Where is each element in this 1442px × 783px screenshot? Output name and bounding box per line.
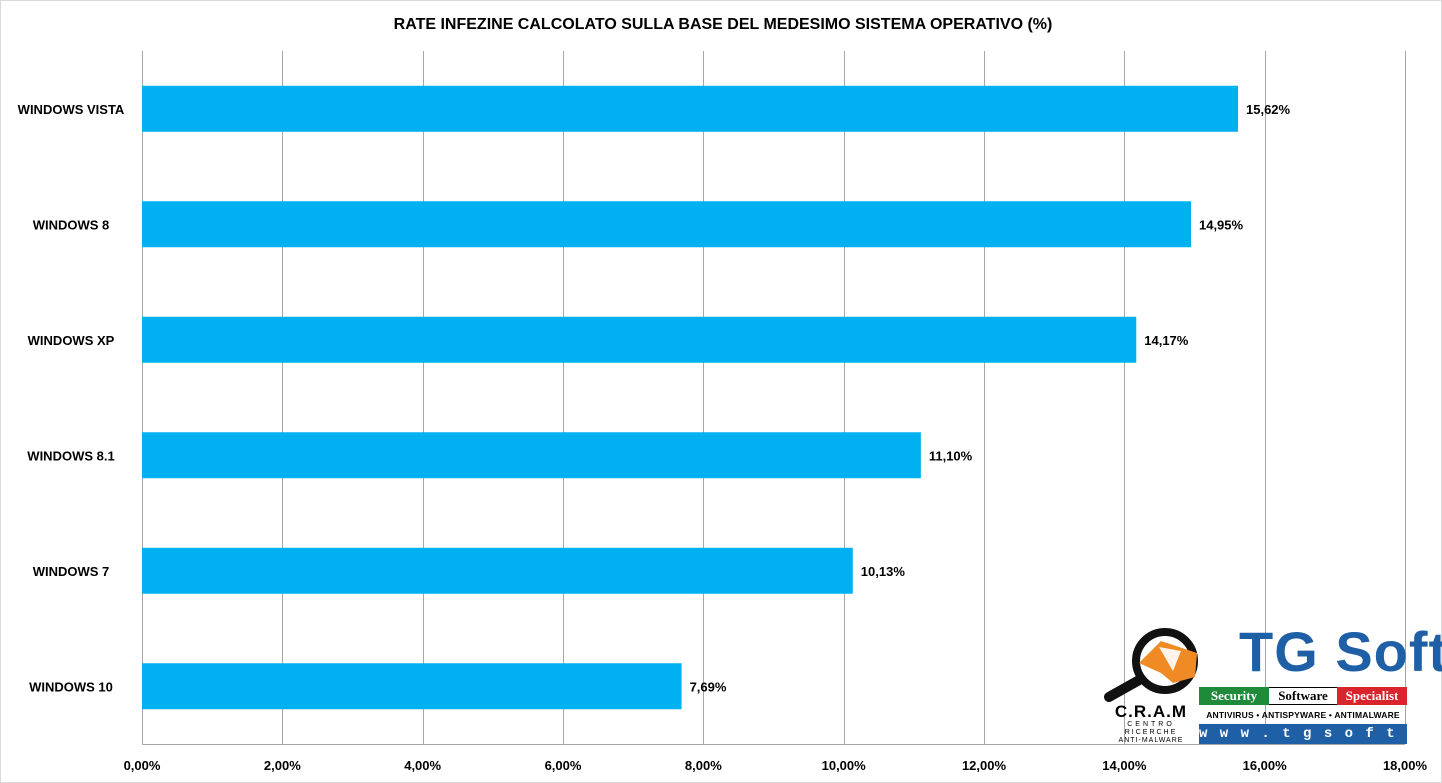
x-tick-label: 12,00%: [962, 758, 1007, 773]
website-url: w w w . t g s o f t . i t: [1199, 724, 1442, 744]
bar: [142, 663, 682, 710]
product-list: ANTIVIRUS • ANTISPYWARE • ANTIMALWARE: [1206, 710, 1400, 720]
tg-soft-logo: C.R.A.M CENTRO RICERCHE ANTI-MALWARE TG …: [1101, 621, 1442, 745]
bar: [142, 201, 1191, 248]
x-tick-label: 2,00%: [264, 758, 301, 773]
data-label: 14,17%: [1144, 333, 1189, 348]
gridlines: [142, 51, 1406, 745]
x-tick-label: 18,00%: [1383, 758, 1428, 773]
bar: [142, 316, 1137, 363]
category-label: WINDOWS 7: [33, 564, 110, 579]
magnifier-icon: [1104, 628, 1198, 702]
x-tick-label: 0,00%: [124, 758, 161, 773]
x-tick-label: 14,00%: [1102, 758, 1147, 773]
cram-label: C.R.A.M: [1115, 702, 1187, 721]
bar: [142, 547, 853, 594]
category-label: WINDOWS 8.1: [27, 448, 114, 463]
x-tick-label: 6,00%: [545, 758, 582, 773]
bars: [142, 85, 1239, 710]
cram-logo: C.R.A.M CENTRO RICERCHE ANTI-MALWARE: [1104, 628, 1198, 744]
x-tick-label: 10,00%: [822, 758, 867, 773]
category-label: WINDOWS 10: [29, 679, 113, 694]
cram-sub-3: ANTI-MALWARE: [1119, 737, 1184, 744]
data-label: 10,13%: [861, 564, 906, 579]
tagline-security: Security: [1199, 687, 1269, 705]
category-label: WINDOWS XP: [28, 333, 115, 348]
chart-title: RATE INFEZINE CALCOLATO SULLA BASE DEL M…: [394, 16, 1053, 33]
brand-name: TG Soft: [1239, 620, 1442, 683]
tg-soft-brand-block: TG Soft Security Software Specialist ANT…: [1199, 621, 1442, 745]
x-tick-label: 8,00%: [685, 758, 722, 773]
data-label: 7,69%: [690, 679, 727, 694]
tagline: Security Software Specialist: [1199, 687, 1407, 705]
category-label: WINDOWS VISTA: [18, 102, 125, 117]
bar: [142, 432, 921, 479]
category-label: WINDOWS 8: [33, 217, 110, 232]
data-labels: 15,62% 14,95% 14,17% 11,10% 10,13% 7,69%: [690, 102, 1291, 695]
data-label: 14,95%: [1199, 217, 1244, 232]
x-tick-label: 4,00%: [404, 758, 441, 773]
x-tick-label: 16,00%: [1243, 758, 1288, 773]
cram-sub-2: RICERCHE: [1125, 729, 1178, 736]
category-labels: WINDOWS VISTA WINDOWS 8 WINDOWS XP WINDOWS …: [18, 102, 125, 695]
tagline-specialist: Specialist: [1337, 687, 1407, 705]
bar: [142, 85, 1239, 132]
data-label: 15,62%: [1246, 102, 1291, 117]
x-tick-labels: 0,00% 2,00% 4,00% 6,00% 8,00% 10,00% 12,00% 14,…: [124, 758, 1428, 773]
cram-sub-1: CENTRO: [1127, 721, 1175, 728]
data-label: 11,10%: [929, 448, 973, 463]
tagline-software: Software: [1269, 687, 1337, 705]
